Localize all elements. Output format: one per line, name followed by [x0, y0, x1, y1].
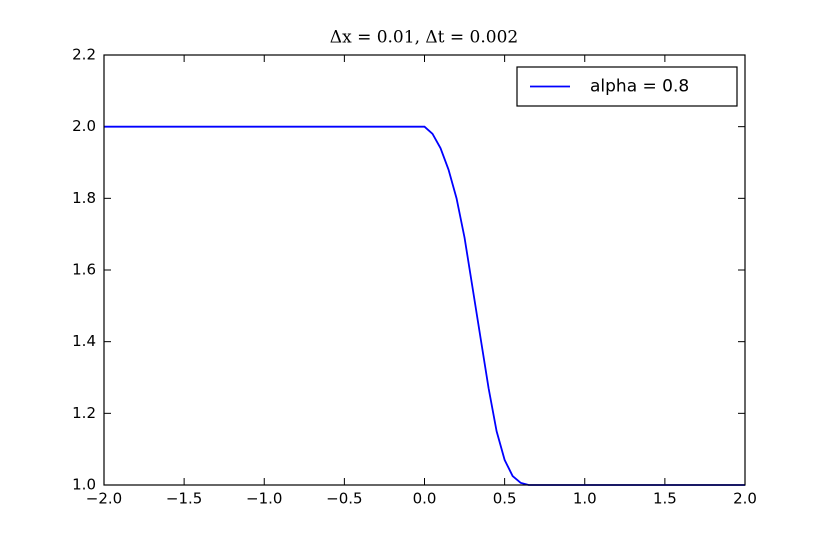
y-tick-label: 1.4	[72, 332, 96, 350]
x-tick-label: −1.5	[166, 490, 202, 508]
x-tick-label: −2.0	[86, 490, 122, 508]
y-tick-label: 1.2	[72, 404, 96, 422]
y-tick-label: 1.6	[72, 261, 96, 279]
plot-frame	[103, 54, 746, 486]
x-tick-label: 1.0	[573, 490, 597, 508]
y-tick-label: 2.0	[72, 117, 96, 135]
x-tick-label: −1.0	[246, 490, 282, 508]
x-tick-label: 0.0	[413, 490, 437, 508]
x-tick-label: 2.0	[733, 490, 757, 508]
x-tick-label: 0.5	[493, 490, 517, 508]
y-tick-label: 2.2	[72, 46, 96, 64]
x-tick-label: 1.5	[653, 490, 677, 508]
data-line	[104, 125, 745, 486]
y-tick-label: 1.0	[72, 476, 96, 494]
chart-title: Δx = 0.01, Δt = 0.002	[330, 28, 518, 48]
y-tick-label: 1.8	[72, 189, 96, 207]
x-tick-label: −0.5	[326, 490, 362, 508]
legend-label: alpha = 0.8	[590, 77, 689, 97]
